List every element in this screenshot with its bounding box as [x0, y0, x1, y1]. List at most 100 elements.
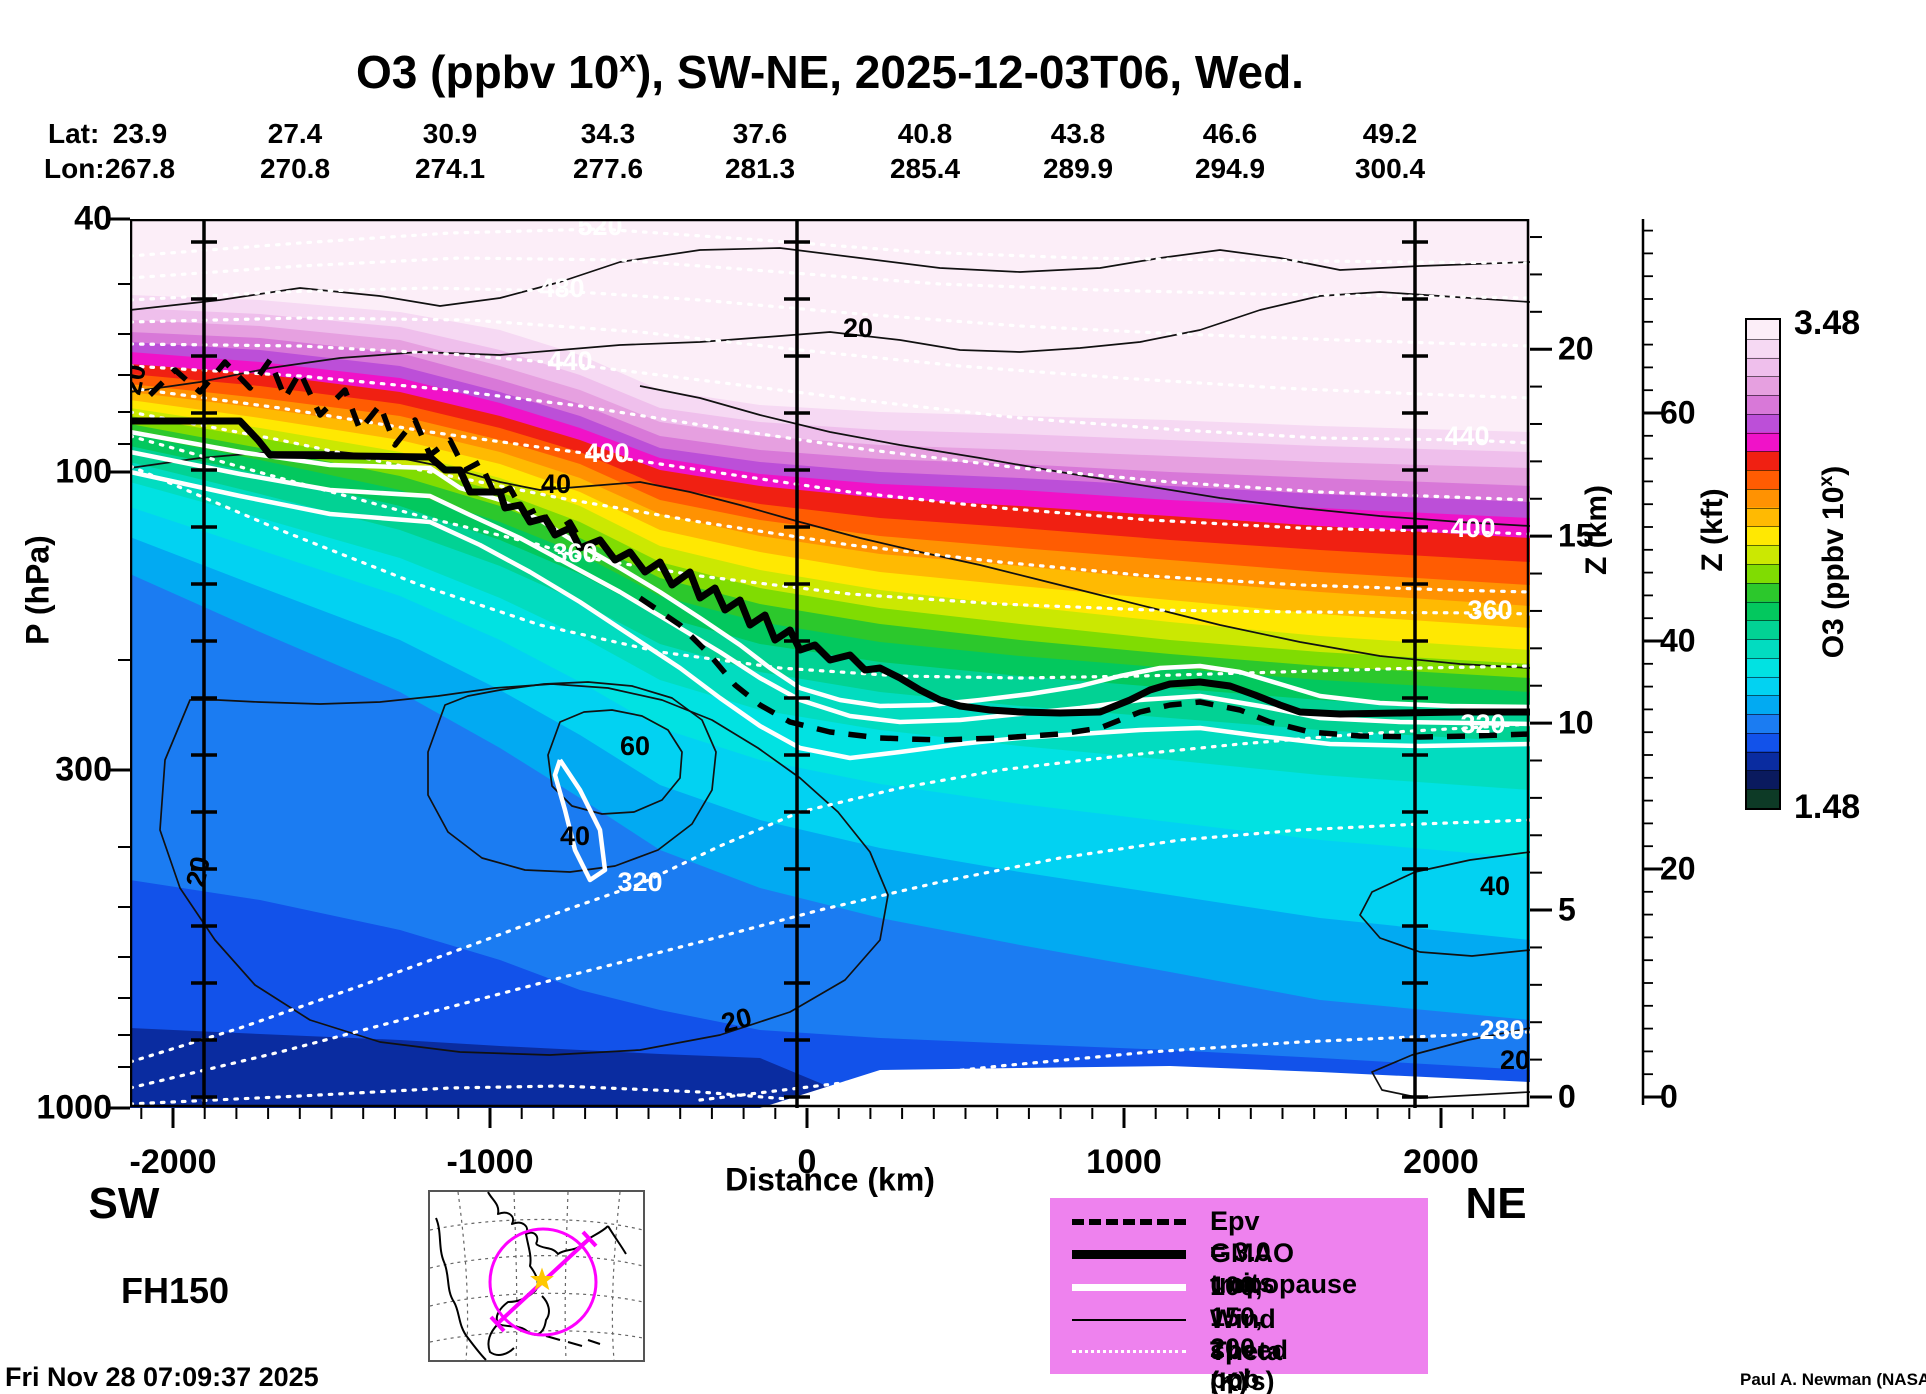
lon-value-6: 289.9	[1042, 153, 1114, 184]
legend-sample-thin-black	[1072, 1319, 1186, 1321]
contour-label-400-7: 400	[1450, 513, 1495, 543]
pressure-tick-label-3: 1000	[36, 1088, 112, 1127]
legend-label: GMAO tropopause	[1210, 1238, 1358, 1299]
pressure-tick-label-1: 100	[55, 452, 112, 491]
theta-contour-2	[130, 286, 1530, 348]
ne-endpoint-label: NE	[1465, 1179, 1527, 1228]
zkft-axis-title: Z (kft)	[1696, 488, 1729, 572]
lat-value-2: 30.9	[422, 118, 478, 149]
colorbar	[1745, 318, 1781, 810]
theta-contour-12	[698, 1030, 1530, 1102]
distance-axis-title: Distance (km)	[725, 1161, 935, 1198]
colorbar-title-sup: x	[1815, 475, 1837, 487]
zkm-ticks	[1530, 236, 1552, 1099]
lon-value-5: 285.4	[889, 153, 961, 184]
lat-value-5: 40.8	[897, 118, 953, 149]
zkm-tick-label-2: 10	[1558, 704, 1594, 741]
zkm-tick-label-4: 0	[1558, 1078, 1576, 1115]
title-post: ), SW-NE, 2025-12-03T06, Wed.	[635, 46, 1304, 98]
colorbar-title-pre: O3 (ppbv 10	[1817, 486, 1850, 659]
theta-contour-11	[130, 818, 1530, 1090]
title-pre: O3 (ppbv 10	[356, 46, 620, 98]
creation-timestamp: Fri Nov 28 07:09:37 2025	[5, 1362, 319, 1392]
transect-marker-line-2	[1402, 219, 1428, 1108]
lon-value-2: 274.1	[414, 153, 486, 184]
contour-label-20-11: 20	[843, 313, 873, 343]
lon-value-3: 277.6	[572, 153, 644, 184]
zkft-tick-label-1: 40	[1660, 622, 1696, 659]
inset-location-star	[530, 1267, 554, 1291]
contour-label-360-4: 360	[552, 538, 597, 568]
zkft-axis	[1641, 219, 1663, 1105]
o3-ppb-contour-2	[130, 469, 1530, 761]
zkm-tick-label-0: 20	[1558, 330, 1594, 367]
contour-label-360-8: 360	[1467, 595, 1512, 625]
wind-speed-contour-0	[130, 247, 1530, 311]
lon-header: Lon:	[44, 153, 105, 184]
lat-value-3: 34.3	[580, 118, 636, 149]
zkft-tick-label-3: 0	[1660, 1078, 1678, 1115]
colorbar-title-post: )	[1817, 465, 1850, 476]
ozone-band-23	[130, 1066, 1530, 1108]
theta-contour-7	[130, 410, 1530, 594]
legend-label: 100, 150, 200 ppb O3	[1210, 1271, 1263, 1394]
wind-speed-contour-6	[547, 709, 683, 815]
contour-label-320-5: 320	[617, 867, 662, 897]
cross-section-plot: 5204804404003603204404003603202802020406…	[130, 219, 1530, 1108]
contour-label-320-9: 320	[1460, 709, 1505, 739]
wind-speed-contour-7	[1359, 851, 1530, 957]
colorbar-title: O3 (ppbv 10x)	[1815, 466, 1851, 659]
contour-label-280-10: 280	[1479, 1015, 1524, 1045]
lat-header: Lat:	[48, 118, 100, 149]
legend: Epv = 3.0 units GMAO tropopause 100, 150, …	[1050, 1198, 1428, 1394]
legend-sample-dashed-black	[1072, 1219, 1186, 1225]
lat-value-7: 46.6	[1202, 118, 1258, 149]
contour-label-480-1: 480	[539, 273, 584, 303]
theta-contour-6	[130, 386, 1530, 536]
transect-marker-line-0	[191, 219, 217, 1108]
colorbar-max-label: 3.48	[1794, 304, 1861, 342]
inset-range-circle	[488, 1227, 598, 1337]
legend-sample-thick-white	[1072, 1284, 1186, 1291]
lon-value-1: 270.8	[259, 153, 331, 184]
plot-frame	[130, 219, 1530, 1108]
lat-value-1: 27.4	[267, 118, 323, 149]
legend-label: Theta (K)	[1210, 1336, 1283, 1394]
wind-speed-contour-1	[130, 291, 1530, 393]
wind-speed-contour-5	[427, 681, 717, 873]
gmao-tropopause-line	[130, 417, 1530, 718]
page-title: O3 (ppbv 10x), SW-NE, 2025-12-03T06, Wed…	[356, 45, 1304, 99]
lat-value-0: 23.9	[112, 118, 168, 149]
theta-contour-3	[130, 316, 1530, 400]
contour-label-40-13: 40	[541, 469, 571, 499]
pressure-tick-label-0: 40	[74, 199, 112, 238]
contour-label-20-12: 20	[130, 362, 152, 398]
contour-label-440-6: 440	[1444, 421, 1489, 451]
location-inset-map	[428, 1190, 645, 1362]
distance-tick-label-0: -2000	[129, 1143, 217, 1181]
theta-contour-8	[130, 434, 1530, 616]
contour-label-400-3: 400	[584, 438, 629, 468]
legend-sample-dotted-white	[1072, 1350, 1186, 1353]
distance-ticks	[140, 1108, 1506, 1128]
transect-marker-line-1	[784, 219, 810, 1108]
lat-value-8: 49.2	[1362, 118, 1418, 149]
contour-label-20-16: 20	[180, 854, 216, 890]
pressure-tick-label-2: 300	[55, 750, 112, 789]
distance-tick-label-2: 0	[797, 1143, 817, 1181]
legend-label: Epv = 3.0 units	[1210, 1206, 1275, 1298]
sw-endpoint-label: SW	[88, 1179, 160, 1228]
contour-label-440-2: 440	[547, 346, 592, 376]
theta-contour-1	[130, 256, 1530, 300]
legend-label: Wind speed (m/s)	[1210, 1304, 1289, 1394]
theta-contour-9	[130, 464, 1530, 680]
forecast-hour-label: FH150	[120, 1270, 230, 1311]
lon-value-7: 294.9	[1194, 153, 1266, 184]
colorbar-ticks	[1747, 320, 1779, 808]
lat-value-4: 37.6	[732, 118, 788, 149]
distance-tick-label-4: 2000	[1403, 1143, 1479, 1181]
lon-value-8: 300.4	[1354, 153, 1426, 184]
colorbar-min-label: 1.48	[1794, 788, 1861, 826]
title-sup: x	[619, 45, 636, 79]
